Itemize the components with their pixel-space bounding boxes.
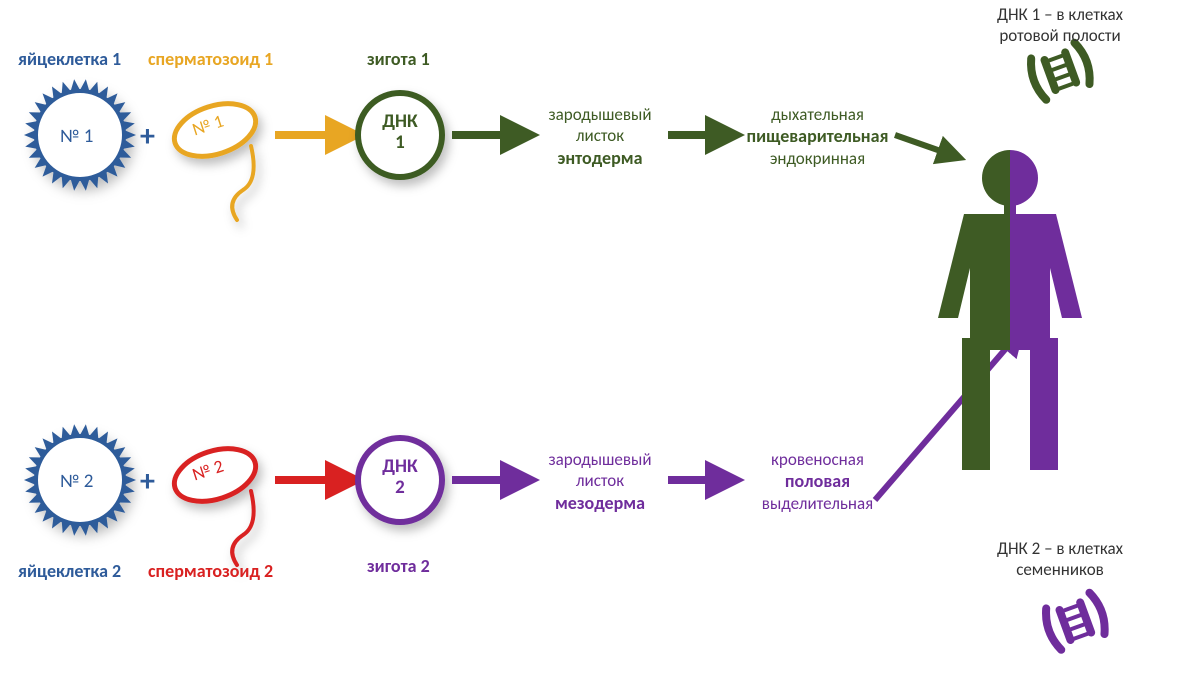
systems-1: дыхательная пищеварительная эндокринная — [735, 104, 900, 169]
egg-label-2: яйцеклетка 2 — [18, 560, 121, 582]
dna-icon-2 — [1042, 591, 1110, 651]
zygote-text-1: ДНК1 — [375, 112, 425, 154]
arrow-to-human-1 — [895, 135, 952, 155]
dna-result-2: ДНК 2 – в клеткахсеменников — [960, 538, 1160, 581]
dna-result-1: ДНК 1 – в клеткахротовой полости — [960, 4, 1160, 47]
systems-2: кровеносная половая выделительная — [735, 449, 900, 514]
sperm-label-1: сперматозоид 1 — [148, 48, 273, 70]
egg-label-1: яйцеклетка 1 — [18, 48, 121, 70]
zygote-label-1: зигота 1 — [367, 48, 430, 70]
human-figure — [938, 150, 1082, 470]
plus-sign-2: + — [140, 463, 155, 500]
dna-icon-1 — [1027, 41, 1095, 101]
zygote-label-2: зигота 2 — [367, 555, 430, 577]
zygote-text-2: ДНК2 — [375, 457, 425, 499]
germ-layer-2: зародышевый листок мезодерма — [535, 449, 665, 514]
plus-sign-1: + — [140, 118, 155, 155]
egg-text-1: № 1 — [60, 125, 93, 148]
egg-text-2: № 2 — [60, 470, 93, 493]
germ-layer-1: зародышевый листок энтодерма — [535, 104, 665, 169]
sperm-label-2: сперматозоид 2 — [148, 560, 273, 582]
